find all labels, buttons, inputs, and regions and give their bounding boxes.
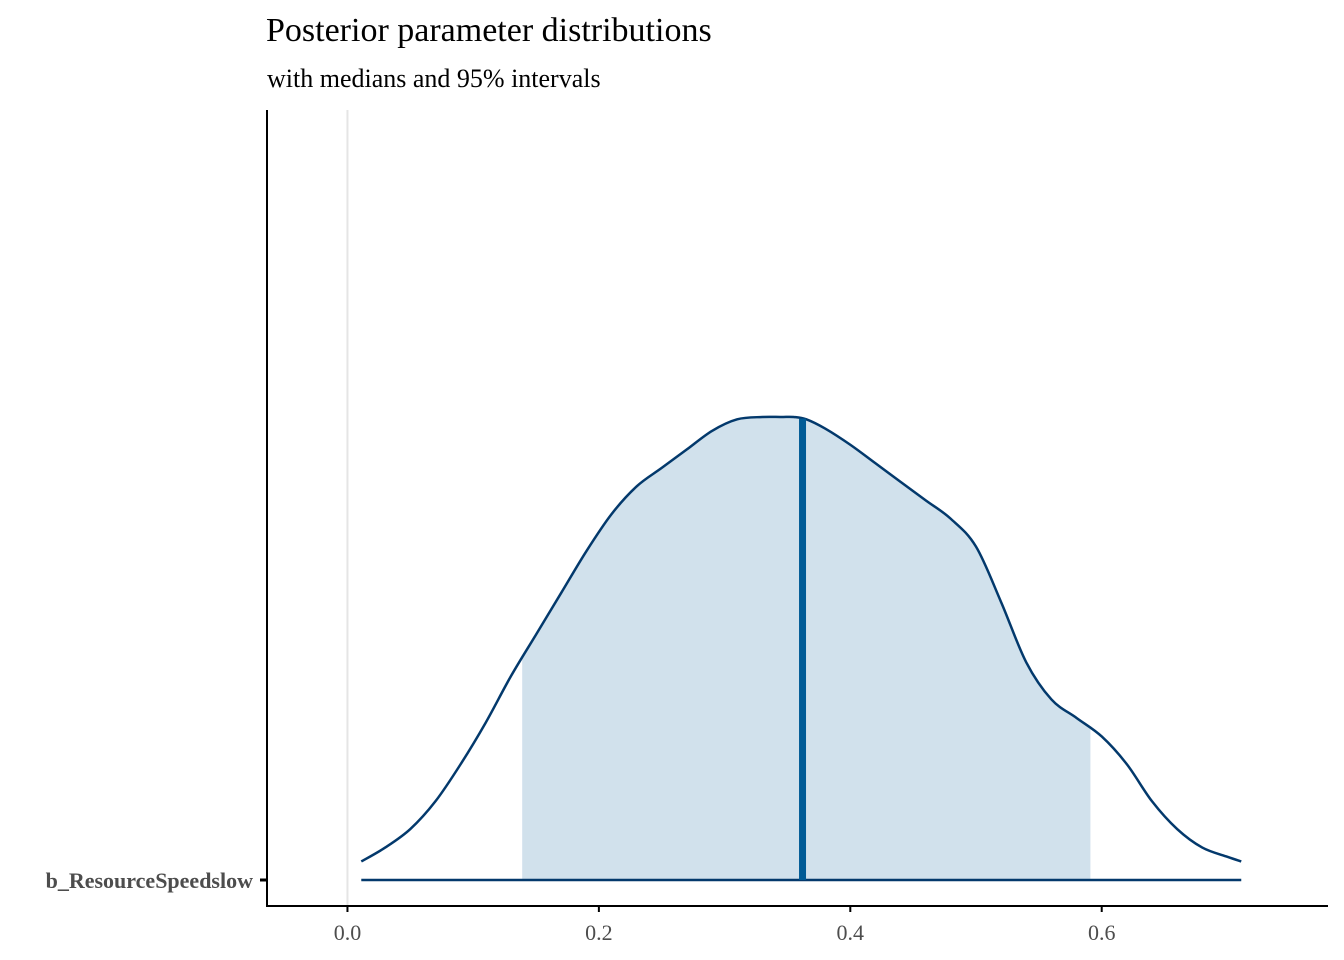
chart-title: Posterior parameter distributions (266, 12, 712, 49)
interval-95-area (522, 417, 1091, 880)
density-curve (360, 415, 1242, 863)
y-axis-ticks: b_ResourceSpeedslow (46, 868, 267, 893)
chart-subtitle: with medians and 95% intervals (267, 64, 601, 93)
x-tick-label: 0.2 (585, 920, 613, 945)
x-tick-label: 0.0 (334, 920, 362, 945)
x-axis-ticks: 0.0 0.2 0.4 0.6 (334, 906, 1116, 945)
parameter-label: b_ResourceSpeedslow (46, 868, 253, 893)
x-tick-label: 0.4 (837, 920, 865, 945)
parameter-marks (360, 415, 1242, 882)
x-tick-label: 0.6 (1088, 920, 1116, 945)
